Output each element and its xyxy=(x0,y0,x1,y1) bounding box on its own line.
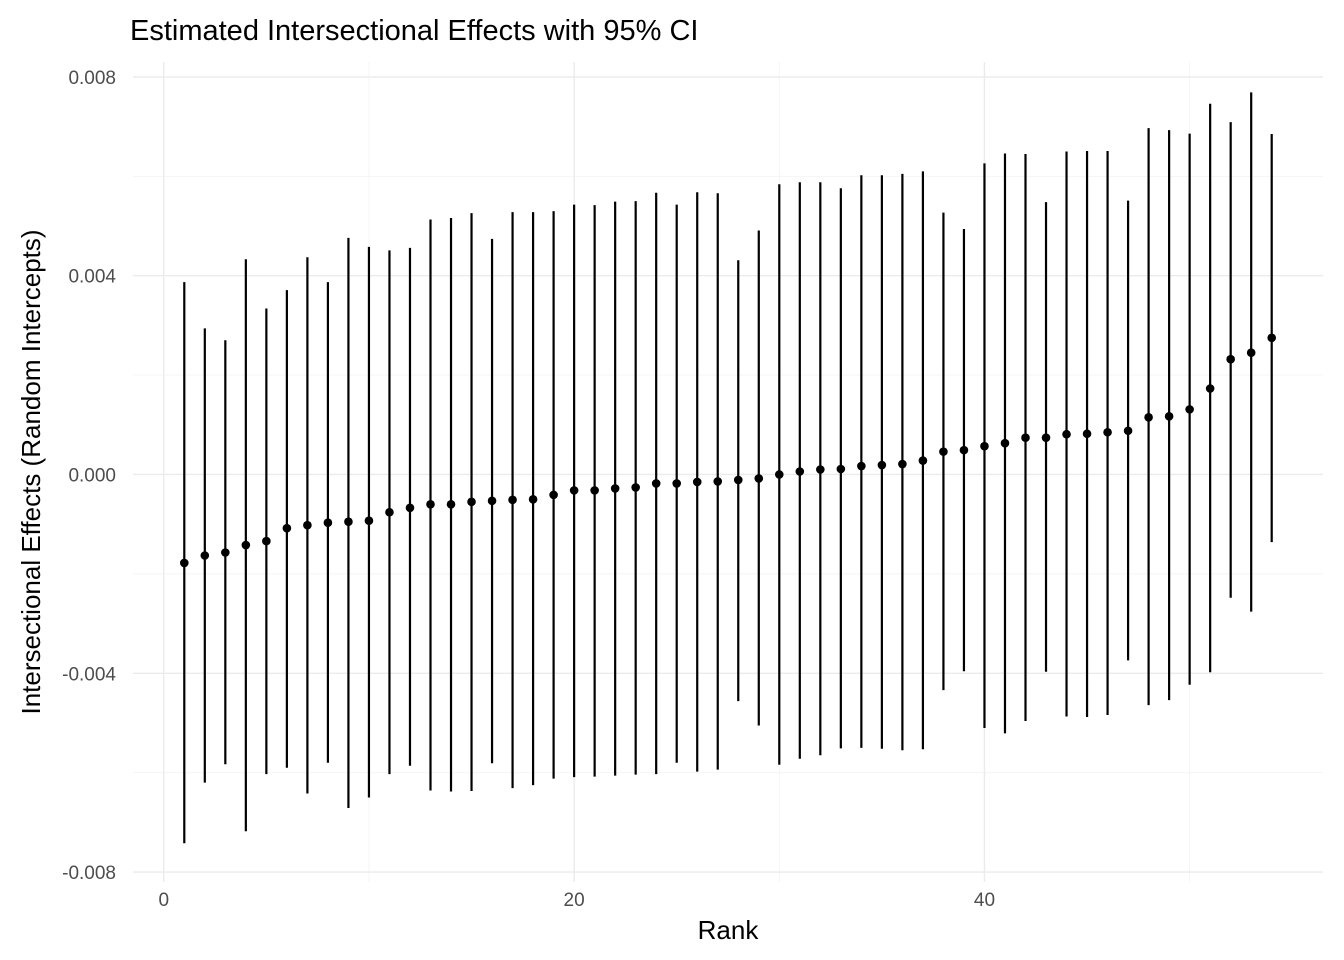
plot-area xyxy=(179,92,1277,844)
effect-point xyxy=(262,536,271,546)
effect-point xyxy=(1267,333,1277,343)
effect-point xyxy=(672,479,682,488)
effect-point xyxy=(836,464,846,474)
y-tick-label: -0.004 xyxy=(62,664,116,685)
effect-point xyxy=(1185,405,1194,414)
effect-point xyxy=(795,467,805,476)
effect-point xyxy=(590,486,599,495)
effect-point xyxy=(959,445,969,455)
effect-point xyxy=(569,486,579,495)
effect-point xyxy=(1164,412,1174,421)
effect-point xyxy=(651,479,661,488)
effect-point xyxy=(200,551,210,560)
effect-point xyxy=(179,558,189,568)
effect-point xyxy=(713,477,723,486)
effect-point xyxy=(1041,433,1051,443)
effect-point xyxy=(898,459,907,469)
effect-point xyxy=(754,474,764,483)
effect-point xyxy=(282,523,292,533)
effect-point xyxy=(631,483,640,492)
effect-point xyxy=(364,516,374,526)
effect-point xyxy=(816,465,825,474)
y-tick-label: 0.004 xyxy=(68,267,116,288)
effect-point xyxy=(857,461,866,471)
effect-point xyxy=(426,500,435,509)
effect-point xyxy=(467,497,476,507)
effect-point xyxy=(1000,438,1010,448)
effect-point xyxy=(549,490,558,500)
effect-point xyxy=(939,447,948,456)
effect-point xyxy=(303,520,312,530)
x-axis-title: Rank xyxy=(698,915,760,945)
y-tick-label: 0.008 xyxy=(68,68,116,89)
y-axis-title: Intersectional Effects (Random Intercept… xyxy=(16,229,46,714)
chart-title: Estimated Intersectional Effects with 95… xyxy=(130,15,698,47)
effect-point xyxy=(1062,429,1071,439)
effect-point xyxy=(918,456,928,465)
effect-point xyxy=(1103,427,1112,437)
effect-point xyxy=(610,484,620,493)
effect-point xyxy=(877,460,887,470)
effect-point xyxy=(1205,384,1215,393)
x-tick-label: 20 xyxy=(564,890,585,911)
effect-point xyxy=(733,475,743,485)
effect-point xyxy=(1123,426,1133,436)
y-tick-label: -0.008 xyxy=(62,863,116,884)
effect-point xyxy=(1021,433,1030,443)
effect-point xyxy=(385,507,394,517)
effect-point xyxy=(1226,354,1235,364)
y-tick-label: 0.000 xyxy=(68,465,116,486)
effect-point xyxy=(774,470,784,479)
effect-point xyxy=(1144,413,1153,422)
effect-point xyxy=(241,540,251,550)
effect-point xyxy=(1246,348,1256,358)
x-tick-label: 40 xyxy=(974,890,995,911)
effect-point xyxy=(487,496,497,506)
y-axis-ticks: -0.008 -0.004 0.000 0.004 0.008 xyxy=(62,68,116,884)
effect-point xyxy=(344,517,353,526)
effect-point xyxy=(405,503,415,513)
effect-point xyxy=(1082,429,1092,439)
effect-point xyxy=(528,495,538,504)
effect-point xyxy=(446,500,456,509)
x-axis-ticks: 0 20 40 xyxy=(158,890,995,911)
effect-point xyxy=(508,495,517,505)
effect-point xyxy=(692,477,702,487)
effect-point xyxy=(980,441,989,451)
effect-point xyxy=(323,518,333,527)
grid xyxy=(133,62,1323,882)
x-tick-label: 0 xyxy=(158,890,169,911)
effect-point xyxy=(221,548,230,557)
